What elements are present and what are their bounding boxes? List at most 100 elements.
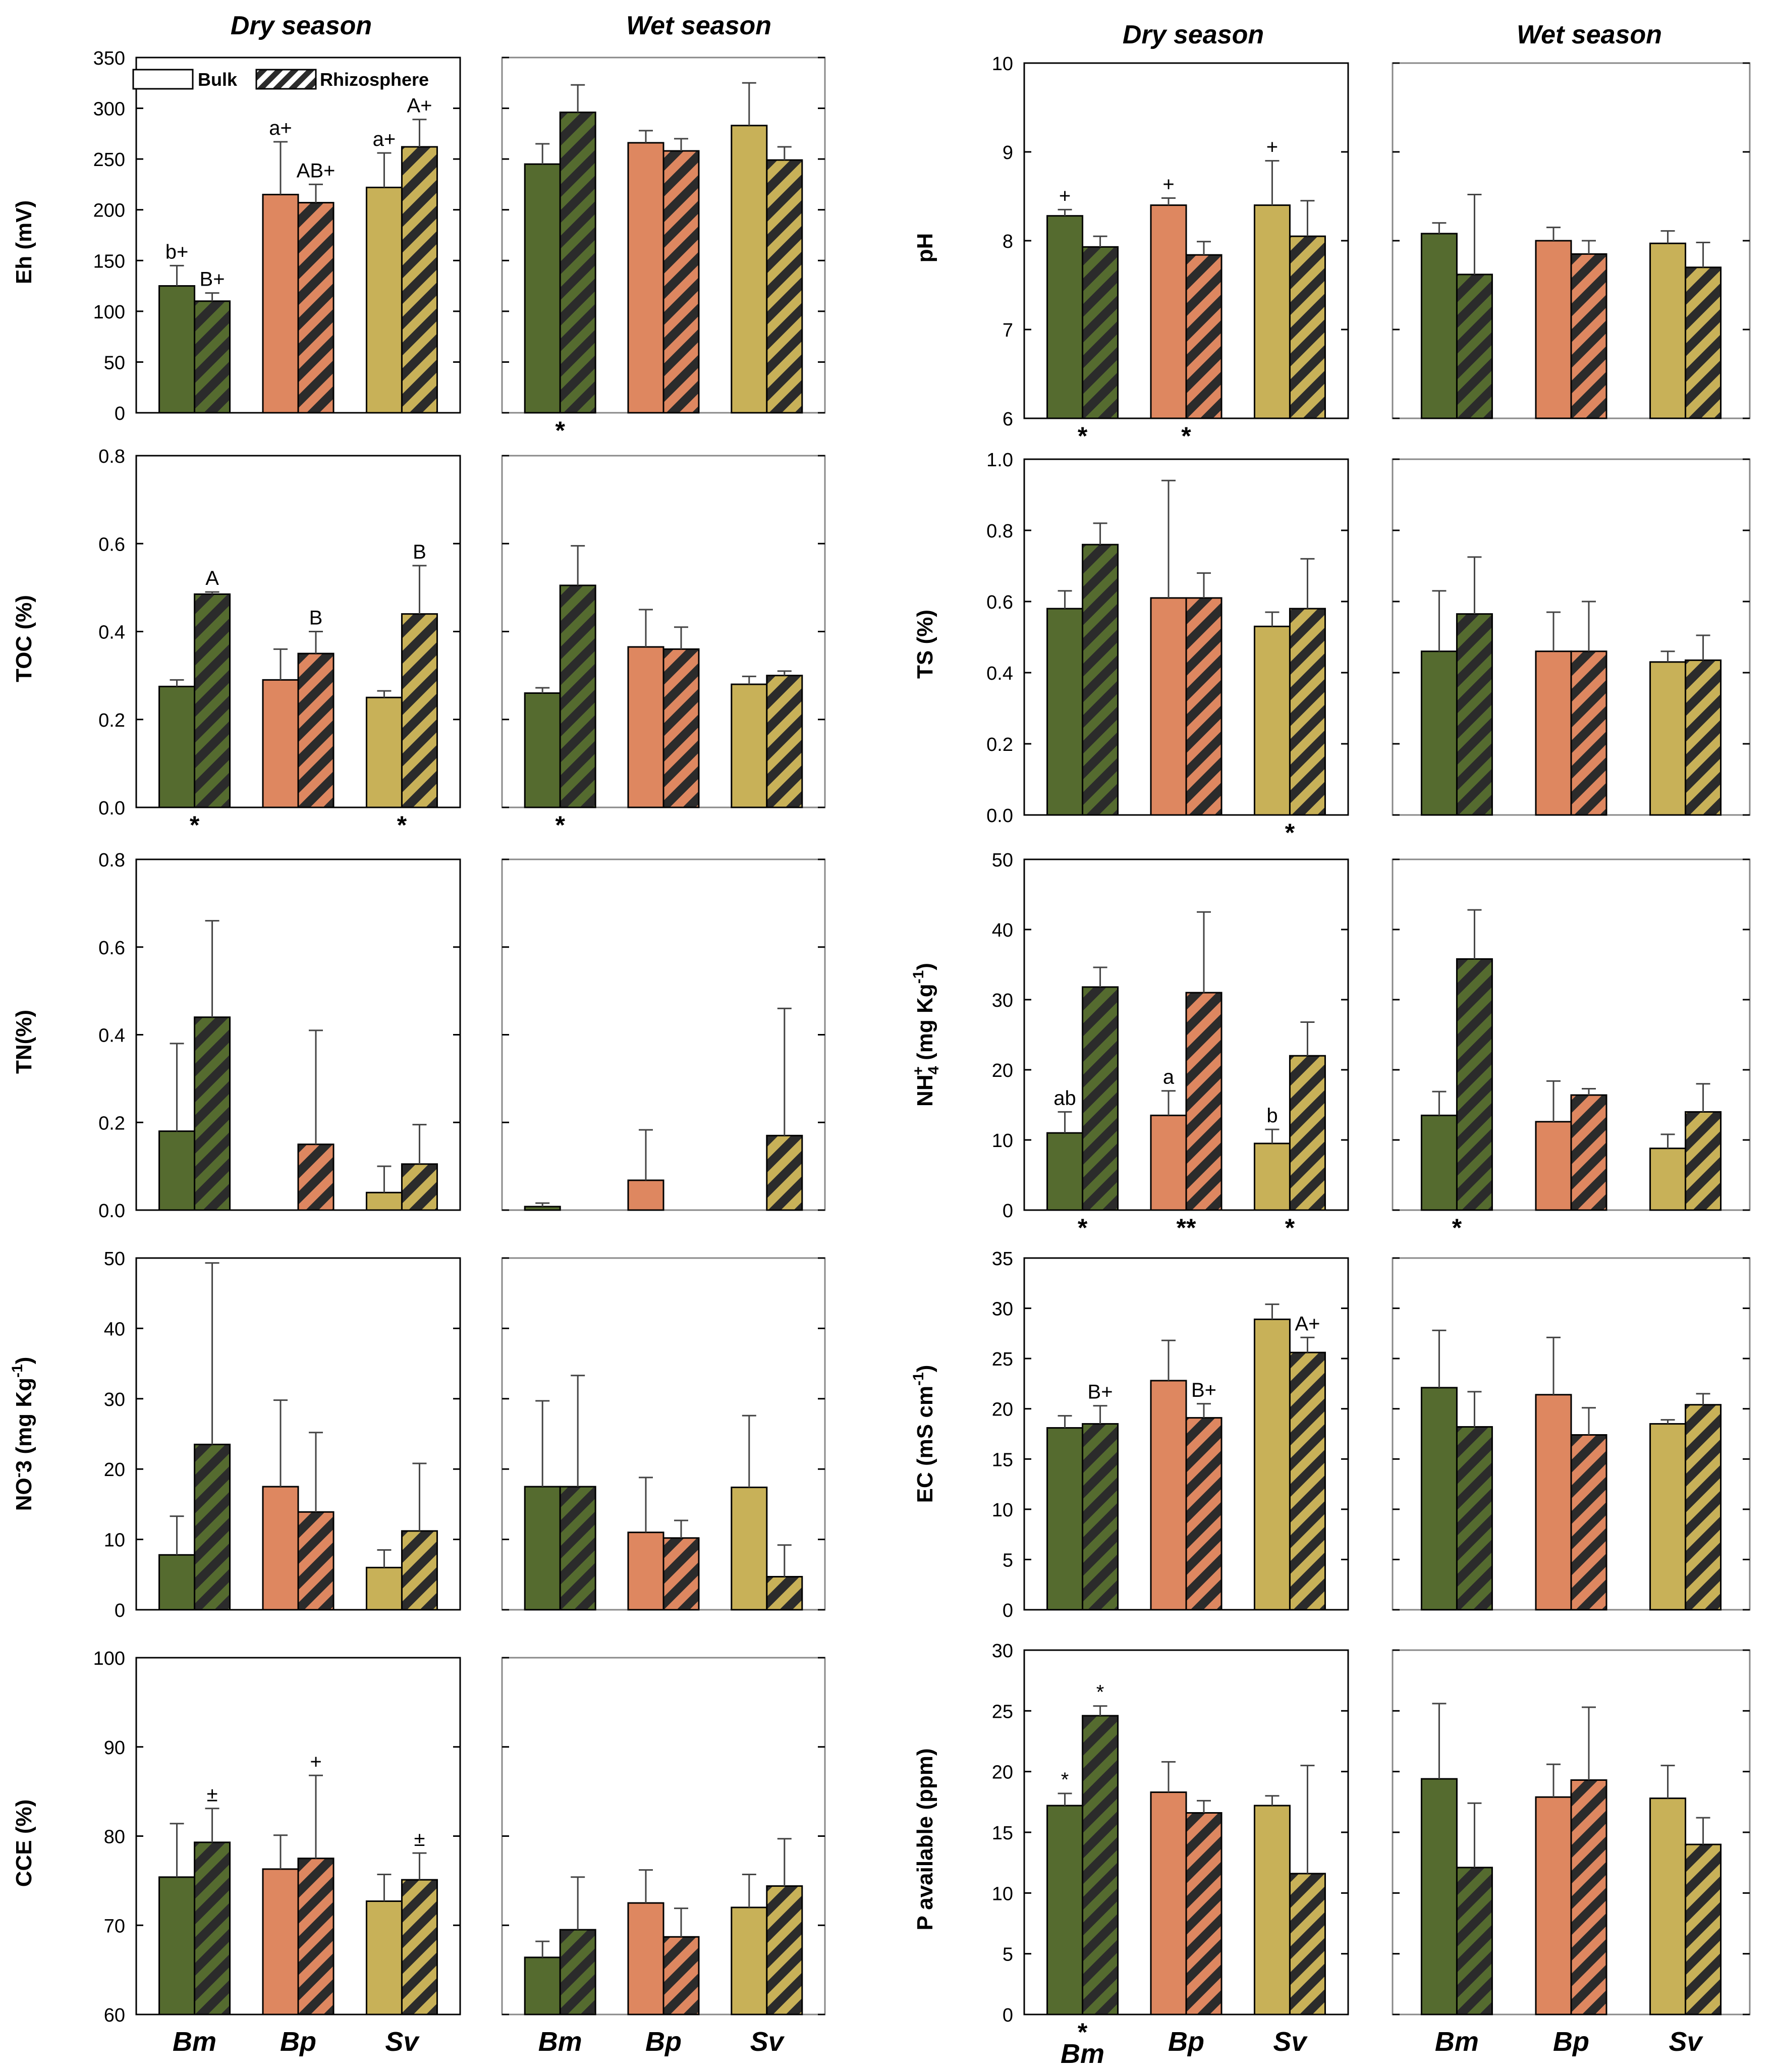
y-tick-label: 5 [1003, 1550, 1013, 1571]
bar-bm-bulk [158, 285, 196, 414]
y-tick-label: 0.6 [98, 534, 125, 555]
y-tick-label: 0.0 [98, 1201, 125, 1222]
bar-bp-bulk [1535, 1394, 1572, 1611]
bar-sv-bulk [1253, 204, 1291, 419]
significance-label: A [205, 567, 219, 589]
significance-marker-below: * [1078, 2018, 1088, 2046]
bar-bp-rhizosphere [1185, 992, 1223, 1211]
bar-bp-rhizosphere [1185, 254, 1223, 419]
y-tick-label: 0.2 [986, 734, 1013, 755]
bar-sv-rhizosphere [401, 613, 438, 808]
y-tick-label: 0 [115, 403, 125, 424]
x-category-label-bm: Bm [1061, 2039, 1104, 2069]
bar-bp-bulk [1150, 1791, 1187, 2015]
y-tick-label: 0.8 [98, 850, 125, 871]
bar-sv-rhizosphere [401, 146, 438, 414]
bar-sv-bulk [1649, 661, 1687, 816]
y-axis-label: TS (%) [913, 610, 937, 679]
bar-bm-bulk [1046, 1132, 1084, 1211]
bar-sv-rhizosphere [766, 1885, 803, 2015]
y-axis-label: Eh (mV) [12, 200, 36, 284]
bar-bm-rhizosphere [194, 1841, 231, 2015]
bar-bp-rhizosphere [297, 1143, 335, 1211]
y-tick-label: 30 [992, 990, 1013, 1011]
bar-sv-bulk [365, 1566, 403, 1611]
bar-bm-rhizosphere [1456, 613, 1493, 816]
x-category-label-bm: Bm [1435, 2027, 1479, 2057]
bar-sv-rhizosphere [1685, 1843, 1722, 2015]
x-category-label-bp: Bp [645, 2027, 682, 2057]
bar-bm-rhizosphere [1082, 543, 1119, 816]
bar-bp-rhizosphere [1570, 1434, 1607, 1611]
bar-sv-bulk [365, 186, 403, 414]
significance-marker-below: * [555, 811, 565, 839]
y-tick-label: 10 [104, 1530, 125, 1551]
panel-nh4-dry: 0 10 20 30 40 50 NH4+ (mg Kg-1) ab * a ** b * [910, 850, 1349, 1242]
y-tick-label: 0.0 [98, 798, 125, 819]
y-tick-label: 35 [992, 1248, 1013, 1270]
y-tick-label: 9 [1003, 142, 1013, 163]
panel-toc-wet: * [501, 455, 826, 839]
bar-bp-bulk [627, 142, 664, 414]
x-category-label-sv: Sv [385, 2027, 420, 2057]
significance-label: B [413, 541, 426, 563]
bar-bp-rhizosphere [1185, 1812, 1223, 2015]
bar-sv-rhizosphere [1289, 1055, 1326, 1211]
panel-ec-wet [1392, 1257, 1751, 1611]
bar-sv-rhizosphere [1685, 659, 1722, 816]
bar-sv-rhizosphere [1289, 235, 1326, 419]
significance-label: A+ [1295, 1313, 1320, 1335]
panel-toc-dry: 0.0 0.2 0.4 0.6 0.8 TOC (%) A * B B * [12, 446, 461, 839]
panel-cce-dry: 60 70 80 90 100 CCE (%) ± Bm + Bp ± Sv [12, 1648, 461, 2057]
y-tick-label: 1.0 [986, 450, 1013, 471]
significance-marker-below: * [397, 811, 407, 839]
y-tick-label: 0 [1003, 2005, 1013, 2026]
bar-sv-rhizosphere [1685, 1404, 1722, 1611]
bar-bm-rhizosphere [194, 300, 231, 414]
bar-bm-rhizosphere [1456, 958, 1493, 1211]
significance-marker-below: * [1452, 1214, 1462, 1242]
y-tick-label: 200 [93, 200, 125, 222]
bar-bm-rhizosphere [194, 1016, 231, 1211]
bar-bp-bulk [1150, 597, 1187, 816]
bar-bm-rhizosphere [1082, 246, 1119, 419]
bar-sv-bulk [1253, 1805, 1291, 2015]
bar-bp-rhizosphere [297, 1858, 335, 2015]
bar-bm-bulk [158, 1554, 196, 1611]
bar-bm-bulk [1420, 650, 1458, 816]
y-tick-label: 350 [93, 48, 125, 69]
bar-bm-bulk [158, 1876, 196, 2015]
x-category-label-bp: Bp [1168, 2027, 1204, 2057]
bar-sv-bulk [1253, 625, 1291, 816]
bar-bm-bulk [1046, 608, 1084, 816]
y-axis-label: TN(%) [12, 1010, 36, 1074]
bar-bm-rhizosphere [559, 112, 596, 414]
y-tick-label: 0.2 [98, 710, 125, 731]
y-tick-label: 20 [992, 1399, 1013, 1421]
significance-label: a+ [269, 117, 292, 139]
bar-sv-bulk [365, 696, 403, 808]
bar-sv-rhizosphere [401, 1879, 438, 2015]
y-tick-label: 70 [104, 1916, 125, 1937]
y-tick-label: 0.4 [986, 663, 1013, 684]
y-tick-label: 5 [1003, 1944, 1013, 1966]
bar-bm-rhizosphere [1082, 1715, 1119, 2015]
x-category-label-bp: Bp [280, 2027, 316, 2057]
significance-marker-below: * [1181, 422, 1191, 450]
bar-sv-rhizosphere [1685, 1111, 1722, 1211]
bar-sv-bulk [731, 1486, 768, 1611]
bar-sv-rhizosphere [1289, 1873, 1326, 2015]
x-category-label-bp: Bp [1553, 2027, 1589, 2057]
bar-bp-bulk [1535, 650, 1572, 816]
significance-label: * [1061, 1769, 1069, 1791]
y-axis-label: NH4+ (mg Kg-1) [910, 963, 942, 1107]
bar-bm-rhizosphere [194, 1443, 231, 1611]
significance-marker-below: * [1078, 422, 1088, 450]
y-tick-label: 8 [1003, 231, 1013, 252]
y-axis-label: CCE (%) [12, 1800, 36, 1887]
significance-marker-below: ** [1177, 1214, 1196, 1242]
bar-sv-rhizosphere [766, 159, 803, 414]
